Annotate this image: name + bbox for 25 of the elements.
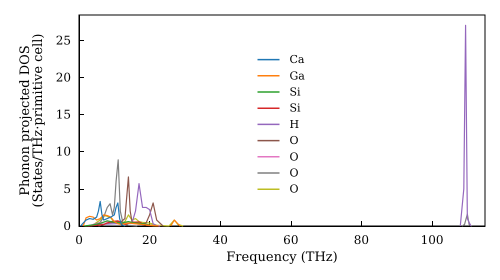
legend-label: O: [290, 150, 299, 164]
legend-label: Si: [290, 102, 302, 115]
legend-label: H: [290, 118, 300, 131]
y-tick-label: 0: [63, 219, 71, 233]
legend-label: O: [290, 134, 299, 148]
y-tick-label: 15: [56, 108, 71, 122]
y-axis-title: Phonon projected DOS (States/THz·primitive cell): [18, 33, 46, 208]
y-tick-label: 20: [56, 70, 71, 84]
x-tick-label: 60: [283, 233, 298, 247]
x-axis-title: Frequency (THz): [226, 250, 338, 265]
legend-label: O: [290, 182, 299, 196]
y-tick-label: 10: [56, 144, 71, 159]
x-tick-label: 80: [354, 233, 370, 247]
legend-label: Si: [290, 86, 302, 98]
legend-label: Ga: [290, 69, 306, 82]
x-tick-label: 40: [212, 233, 228, 247]
x-tick-label: 0: [75, 233, 83, 247]
legend-label: O: [290, 166, 299, 180]
x-tick-label: 100: [420, 233, 444, 247]
legend-label: Ca: [290, 53, 305, 66]
x-tick-label: 20: [142, 233, 158, 247]
y-tick-label: 25: [56, 33, 71, 48]
line-series: [80, 200, 126, 227]
line-series: [98, 176, 164, 227]
y-tick-label: 5: [63, 182, 71, 196]
